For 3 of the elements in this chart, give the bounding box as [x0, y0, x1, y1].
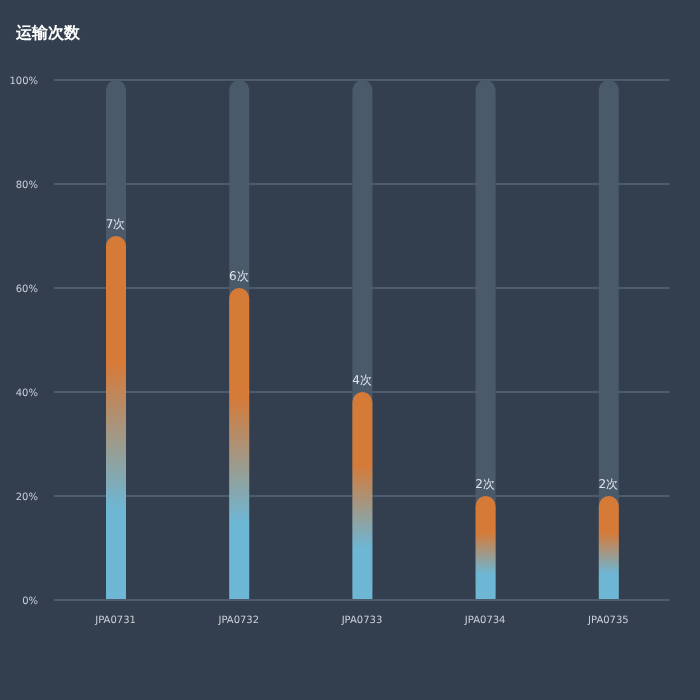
bar	[475, 496, 496, 600]
chart-title: 运输次数	[16, 22, 80, 44]
bar	[598, 496, 619, 600]
